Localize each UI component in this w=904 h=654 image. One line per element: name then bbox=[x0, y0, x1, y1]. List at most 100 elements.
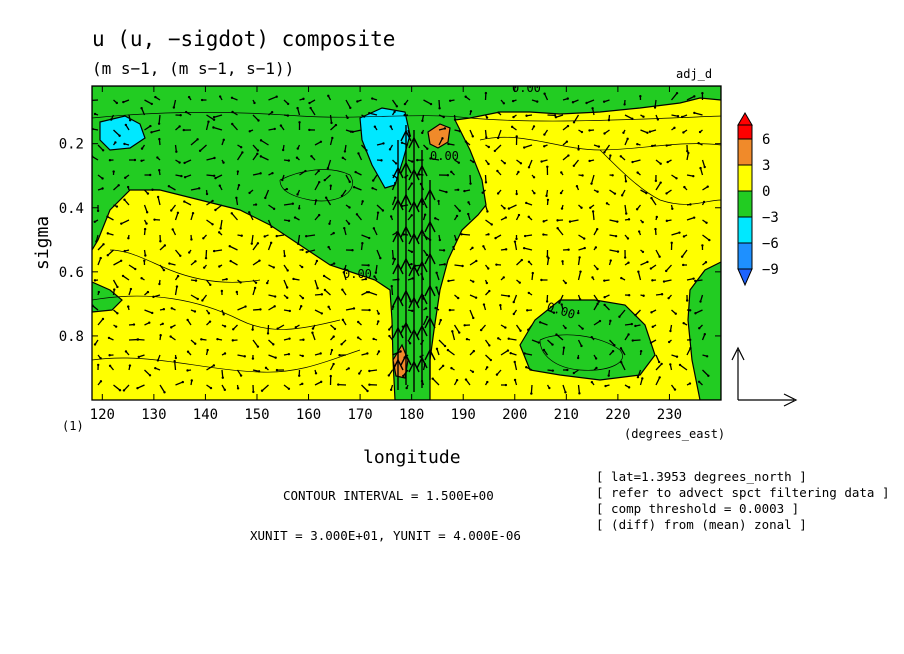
positive-max-upper bbox=[427, 123, 451, 149]
vector-arrow bbox=[121, 219, 130, 225]
vector-arrow-head bbox=[235, 196, 238, 200]
vector-arrow-head bbox=[688, 338, 692, 342]
updraft-arrow-head bbox=[408, 264, 420, 277]
vector-arrow-head bbox=[676, 115, 680, 118]
vector-arrow bbox=[531, 339, 540, 344]
vector-arrow bbox=[97, 318, 104, 326]
vector-arrow-head bbox=[308, 128, 311, 132]
vector-arrow-head bbox=[373, 125, 377, 128]
vector-arrow-head bbox=[223, 388, 227, 392]
vector-arrow-head bbox=[162, 268, 166, 272]
y-tick-label: 0.6 bbox=[59, 265, 84, 281]
vector-arrow-head bbox=[95, 240, 98, 243]
vector-arrow-head bbox=[124, 350, 128, 353]
vector-arrow-head bbox=[302, 338, 305, 341]
vector-arrow-head bbox=[214, 176, 217, 180]
vector-arrow-head bbox=[624, 180, 628, 183]
vector-arrow-head bbox=[602, 100, 606, 103]
vector-arrow-head bbox=[212, 126, 215, 129]
vector-arrow-head bbox=[170, 307, 173, 310]
vector-arrow-head bbox=[453, 118, 457, 121]
vector-arrow-head bbox=[556, 227, 559, 230]
vector-arrow bbox=[555, 114, 564, 118]
vector-arrow-head bbox=[352, 185, 356, 189]
vector-arrow-head bbox=[588, 129, 591, 132]
vector-arrow-head bbox=[328, 222, 331, 226]
vector-arrow-head bbox=[607, 118, 611, 122]
vector-arrow-head bbox=[329, 184, 332, 187]
vector-arrow-head bbox=[496, 136, 500, 140]
vector-arrow-head bbox=[265, 281, 269, 285]
updraft-arrow-head bbox=[416, 196, 428, 209]
vector-arrow-head bbox=[512, 115, 515, 119]
vector-arrow bbox=[306, 234, 316, 237]
updraft-arrow-head bbox=[400, 289, 412, 302]
vector-arrow bbox=[469, 174, 472, 184]
vector-arrow-head bbox=[472, 349, 476, 353]
vector-arrow bbox=[113, 384, 121, 391]
vector-arrow-head bbox=[332, 262, 336, 265]
vector-arrow-head bbox=[389, 388, 393, 392]
vector-arrow-head bbox=[568, 220, 572, 223]
vector-arrow-head bbox=[153, 218, 156, 221]
vector-arrow-head bbox=[566, 97, 569, 100]
vector-arrow bbox=[593, 294, 600, 303]
vector-arrow bbox=[144, 99, 153, 105]
vector-arrow-head bbox=[639, 349, 643, 353]
vector-arrow-head bbox=[272, 266, 275, 269]
vector-arrow-head bbox=[403, 113, 406, 117]
vector-arrow-head bbox=[296, 242, 300, 246]
vector-arrow-head bbox=[320, 293, 324, 296]
updraft-arrow-head bbox=[400, 321, 412, 334]
vector-arrow bbox=[345, 99, 351, 109]
vector-arrow-head bbox=[614, 234, 618, 238]
vector-arrow-head bbox=[253, 101, 256, 105]
vector-arrow-head bbox=[620, 194, 624, 197]
vector-arrow-head bbox=[634, 324, 637, 328]
vector-arrow-head bbox=[655, 215, 659, 219]
vector-arrow bbox=[484, 129, 487, 138]
vector-arrow-head bbox=[497, 111, 500, 114]
vector-arrow-head bbox=[458, 331, 461, 334]
y-tick-label: 0.8 bbox=[59, 329, 84, 345]
vector-arrow-head bbox=[503, 162, 506, 165]
vector-arrow-head bbox=[474, 296, 478, 299]
vector-arrow-head bbox=[635, 208, 639, 211]
vector-arrow-head bbox=[694, 279, 697, 283]
vector-arrow-head bbox=[688, 309, 692, 312]
vector-arrow-head bbox=[106, 215, 109, 218]
vector-arrow bbox=[283, 279, 288, 288]
vector-arrow-head bbox=[342, 271, 345, 274]
vector-arrow-head bbox=[510, 125, 514, 129]
vector-arrow-head bbox=[485, 281, 489, 285]
vector-arrow-head bbox=[371, 187, 374, 190]
vector-arrow-head bbox=[352, 307, 356, 310]
vector-arrow-head bbox=[322, 274, 326, 278]
note-line: [ comp threshold = 0.0003 ] bbox=[596, 501, 799, 516]
vector-arrow bbox=[369, 369, 378, 372]
vector-arrow-head bbox=[143, 227, 147, 231]
vector-arrow-head bbox=[482, 303, 486, 306]
vector-arrow-head bbox=[128, 364, 132, 367]
vector-arrow-head bbox=[347, 222, 351, 225]
vector-arrow-head bbox=[577, 311, 580, 315]
vector-arrow-head bbox=[331, 136, 334, 140]
vector-arrow-head bbox=[181, 380, 184, 384]
vector-arrow bbox=[577, 271, 582, 281]
updraft-arrow-head bbox=[424, 220, 436, 233]
colorbar-segment bbox=[737, 124, 753, 140]
vector-arrow-head bbox=[479, 328, 483, 332]
vector-arrow-head bbox=[270, 225, 273, 229]
vector-arrow-head bbox=[567, 248, 570, 251]
vector-arrow-head bbox=[301, 296, 305, 300]
vector-arrow-head bbox=[393, 257, 397, 261]
vector-arrow-head bbox=[627, 218, 631, 221]
vector-arrow bbox=[438, 99, 441, 109]
vector-arrow-head bbox=[637, 230, 641, 233]
vector-arrow-head bbox=[552, 311, 556, 314]
vector-arrow-head bbox=[447, 142, 450, 146]
vector-arrow-head bbox=[517, 213, 521, 217]
vector-arrow-head bbox=[221, 376, 224, 379]
vector-arrow-head bbox=[140, 276, 143, 280]
vector-arrow-head bbox=[202, 237, 205, 240]
